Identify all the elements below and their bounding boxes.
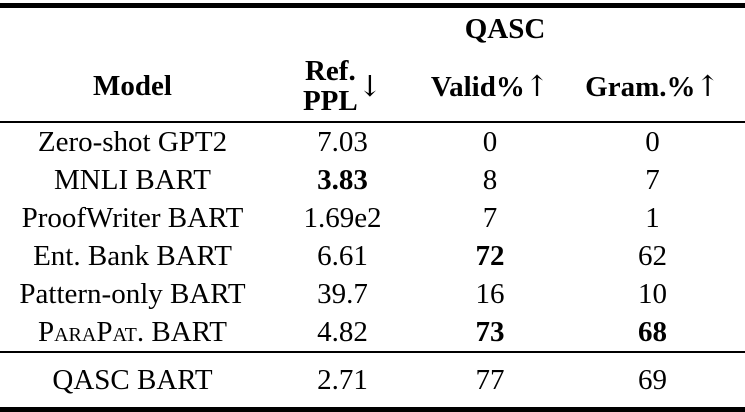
valid-label: Valid%	[430, 70, 525, 103]
up-arrow-icon: ↑	[695, 68, 720, 103]
gram-cell: 10	[638, 277, 667, 310]
table-row: Pattern-only BART 39.7 16 10	[0, 275, 745, 313]
ref-ppl-cell: 3.83	[317, 163, 368, 196]
footer-rule	[0, 351, 745, 353]
valid-cell: 8	[482, 163, 498, 196]
ref-ppl-cell: 1.69e2	[303, 201, 382, 234]
gram-cell: 68	[638, 315, 667, 348]
table-row: ProofWriter BART 1.69e2 7 1	[0, 199, 745, 237]
ref-ppl-cell: 7.03	[317, 125, 368, 158]
valid-cell: 73	[475, 315, 505, 348]
model-cell: Zero-shot GPT2	[37, 125, 228, 158]
ref-ppl-line1: Ref.	[304, 54, 356, 87]
table-row: Ent. Bank BART 6.61 72 62	[0, 237, 745, 275]
column-header-valid: Valid%↑	[420, 69, 560, 104]
model-cell: ParaPat. BART	[0, 316, 265, 349]
table-row: MNLI BART 3.83 8 7	[0, 161, 745, 199]
down-arrow-icon: ↓	[357, 69, 383, 103]
valid-cell: 7	[482, 201, 498, 234]
group-header-row: QASC	[0, 8, 745, 51]
model-name-rest: BART	[144, 315, 228, 348]
column-header-gram: Gram.%↑	[560, 69, 745, 104]
gram-cell: 0	[645, 125, 660, 158]
gram-cell: 69	[638, 363, 667, 396]
gram-cell: 1	[645, 201, 660, 234]
model-cell: ProofWriter BART	[21, 201, 244, 234]
table-row: ParaPat. BART 4.82 73 68	[0, 313, 745, 351]
header-rule	[0, 121, 745, 123]
table-row-footer: QASC BART 2.71 77 69	[0, 353, 745, 407]
column-header-row: Model Ref. PPL ↓ Valid%↑ Gram.%↑	[0, 51, 745, 121]
valid-cell: 77	[475, 363, 505, 396]
table-row: Zero-shot GPT2 7.03 0 0	[0, 123, 745, 161]
valid-cell: 16	[475, 277, 505, 310]
group-header-qasc: QASC	[464, 13, 546, 45]
model-cell: MNLI BART	[54, 163, 211, 196]
gram-cell: 62	[638, 239, 667, 272]
model-cell: Pattern-only BART	[19, 277, 246, 310]
model-name-smallcaps: ParaPat.	[37, 315, 145, 348]
model-cell: QASC BART	[52, 363, 213, 396]
valid-cell: 0	[482, 125, 498, 158]
gram-cell: 7	[645, 163, 660, 196]
up-arrow-icon: ↑	[524, 68, 550, 103]
ref-ppl-label: Ref. PPL	[302, 54, 358, 117]
valid-cell: 72	[475, 239, 505, 272]
gram-label: Gram.%	[585, 70, 696, 103]
ref-ppl-cell: 4.82	[317, 315, 368, 348]
bottom-rule	[0, 407, 745, 412]
ref-ppl-cell: 2.71	[317, 363, 368, 396]
model-cell: Ent. Bank BART	[33, 239, 232, 272]
column-header-ref-ppl: Ref. PPL ↓	[265, 54, 420, 117]
column-header-model: Model	[93, 69, 172, 102]
ref-ppl-cell: 39.7	[317, 277, 368, 310]
ref-ppl-cell: 6.61	[317, 239, 368, 272]
top-rule	[0, 3, 745, 8]
ref-ppl-line2: PPL	[302, 85, 358, 117]
